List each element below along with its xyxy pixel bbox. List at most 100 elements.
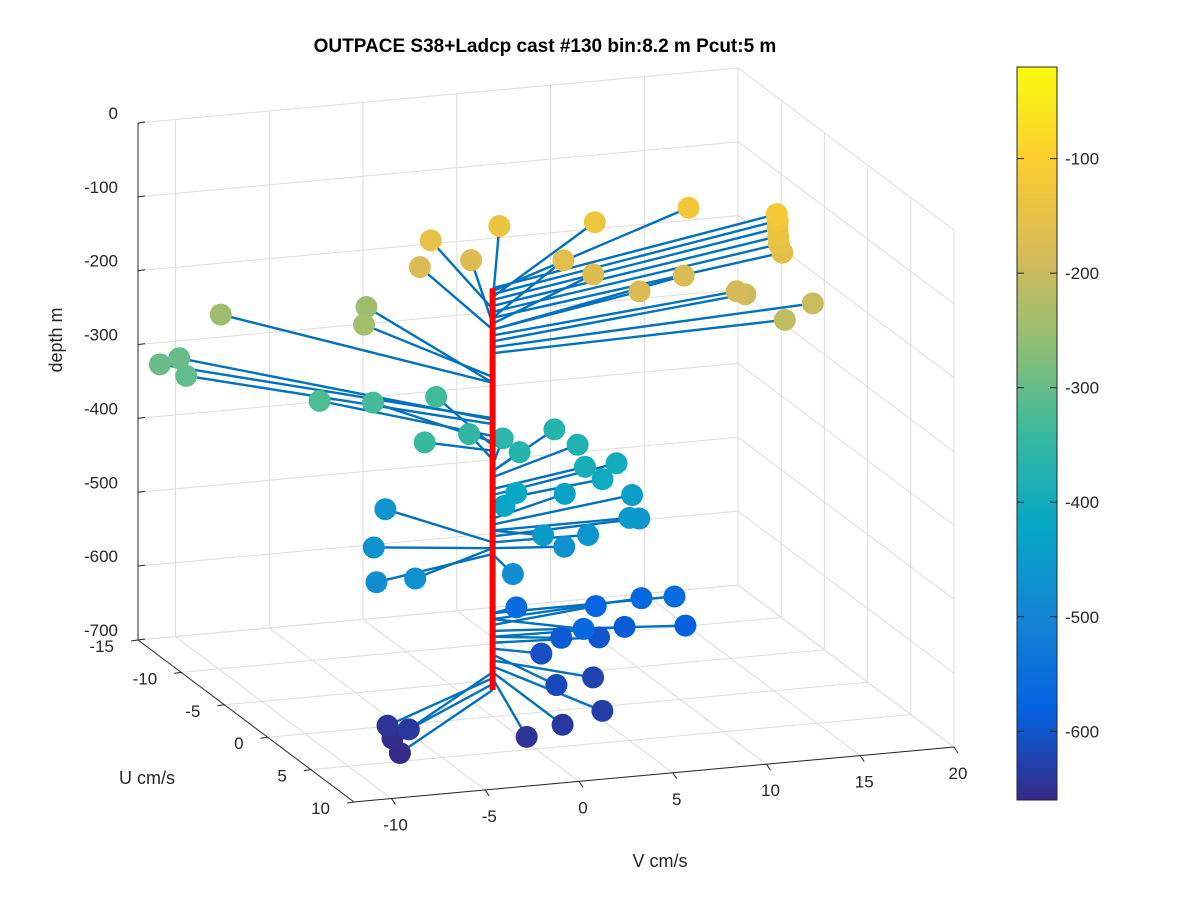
velocity-point xyxy=(408,256,431,279)
velocity-point xyxy=(618,506,641,529)
velocity-point xyxy=(362,536,385,559)
u-tick-mark xyxy=(260,736,268,739)
gridline-z xyxy=(137,215,955,379)
velocity-point xyxy=(365,571,388,594)
velocity-point xyxy=(505,596,528,619)
velocity-point xyxy=(543,418,566,441)
velocity-stick xyxy=(186,374,493,426)
velocity-stick xyxy=(492,219,778,296)
x-axis-label: V cm/s xyxy=(632,851,687,871)
velocity-point xyxy=(308,389,331,412)
velocity-stick xyxy=(492,290,737,337)
velocity-stick xyxy=(492,604,596,627)
velocity-point xyxy=(672,264,695,287)
gridline-v xyxy=(175,119,392,799)
velocity-stick xyxy=(178,357,493,421)
velocity-point xyxy=(545,674,568,697)
velocity-point xyxy=(550,626,573,649)
z-tick-mark xyxy=(137,416,146,419)
velocity-stick xyxy=(492,226,778,302)
gridline-z xyxy=(137,510,955,674)
velocity-point xyxy=(353,313,376,336)
velocity-point xyxy=(532,524,555,547)
velocity-point xyxy=(553,535,576,558)
z-tick-label: 0 xyxy=(109,104,118,123)
velocity-point xyxy=(551,713,574,736)
velocity-point xyxy=(419,229,442,252)
velocity-point xyxy=(552,249,575,272)
velocity-stick xyxy=(414,547,494,580)
gridline-v xyxy=(550,85,767,765)
colorbar-ticks: -100 -200 -300 -400 -500 -600 xyxy=(1017,150,1099,741)
velocity-stick xyxy=(376,552,493,584)
gridline-v xyxy=(268,111,486,791)
velocity-stick xyxy=(492,465,586,491)
velocity-point xyxy=(458,423,481,446)
velocity-point xyxy=(361,391,384,414)
velocity-point xyxy=(674,614,697,637)
velocity-point xyxy=(628,280,651,303)
velocity-stick xyxy=(424,441,493,452)
velocity-stick xyxy=(469,259,494,325)
velocity-stick xyxy=(492,206,690,293)
u-tick-label: -10 xyxy=(133,669,158,688)
gridline-z xyxy=(137,67,955,231)
gridline-u xyxy=(353,230,955,803)
z-tick-label: -300 xyxy=(84,326,118,345)
velocity-stick xyxy=(385,508,493,544)
velocity-stick xyxy=(492,659,594,679)
velocity-point xyxy=(621,484,644,507)
u-tick-label: -15 xyxy=(89,637,114,656)
velocity-point xyxy=(605,452,628,475)
z-tick-label: -200 xyxy=(84,252,118,271)
velocity-stick xyxy=(435,395,494,447)
z-tick-mark xyxy=(137,269,146,272)
v-tick-label: 10 xyxy=(761,781,780,800)
v-tick-label: -10 xyxy=(383,816,408,835)
v-tick-mark xyxy=(953,746,959,754)
u-tick-mark xyxy=(174,671,182,674)
velocity-stick xyxy=(491,677,528,738)
velocity-point xyxy=(583,211,606,234)
gridline-v xyxy=(643,76,861,756)
gridline-z xyxy=(137,141,955,305)
velocity-point xyxy=(515,725,538,748)
colorbar-tick-label: -400 xyxy=(1065,493,1099,512)
velocity-point xyxy=(613,615,636,638)
z-tick-label: -600 xyxy=(84,547,118,566)
gridline-u xyxy=(181,100,782,673)
velocity-points xyxy=(148,196,824,765)
velocity-point xyxy=(488,214,511,237)
velocity-point xyxy=(376,714,399,737)
velocity-stick xyxy=(491,671,564,726)
velocity-point xyxy=(725,280,748,303)
velocity-point xyxy=(591,699,614,722)
floor-front-edges xyxy=(137,639,955,803)
velocity-point xyxy=(663,585,686,608)
velocity-point xyxy=(355,296,378,319)
velocity-stick xyxy=(492,516,630,532)
z-axis-label: depth m xyxy=(46,307,66,372)
velocity-stick xyxy=(492,318,785,355)
z-tick-mark xyxy=(137,564,146,567)
u-tick-label: 10 xyxy=(311,799,330,818)
gridline-z xyxy=(137,436,955,600)
velocity-point xyxy=(168,347,191,370)
velocity-stick xyxy=(399,688,494,755)
velocity-point xyxy=(801,292,824,315)
v-tick-mark xyxy=(672,772,678,780)
velocity-point xyxy=(404,567,427,590)
v-tick-mark xyxy=(859,755,865,762)
colorbar-tick-label: -500 xyxy=(1065,608,1099,627)
v-tick-label: 15 xyxy=(855,773,874,792)
y-axis-label: U cm/s xyxy=(119,768,175,788)
v-tick-label: 5 xyxy=(672,790,681,809)
velocity-point xyxy=(591,468,614,491)
v-tick-mark xyxy=(578,781,584,788)
u-tick-label: -5 xyxy=(185,702,200,721)
velocity-point xyxy=(584,595,607,618)
velocity-stick xyxy=(491,221,596,299)
z-tick-label: -700 xyxy=(84,621,118,640)
velocity-stick xyxy=(492,293,746,343)
